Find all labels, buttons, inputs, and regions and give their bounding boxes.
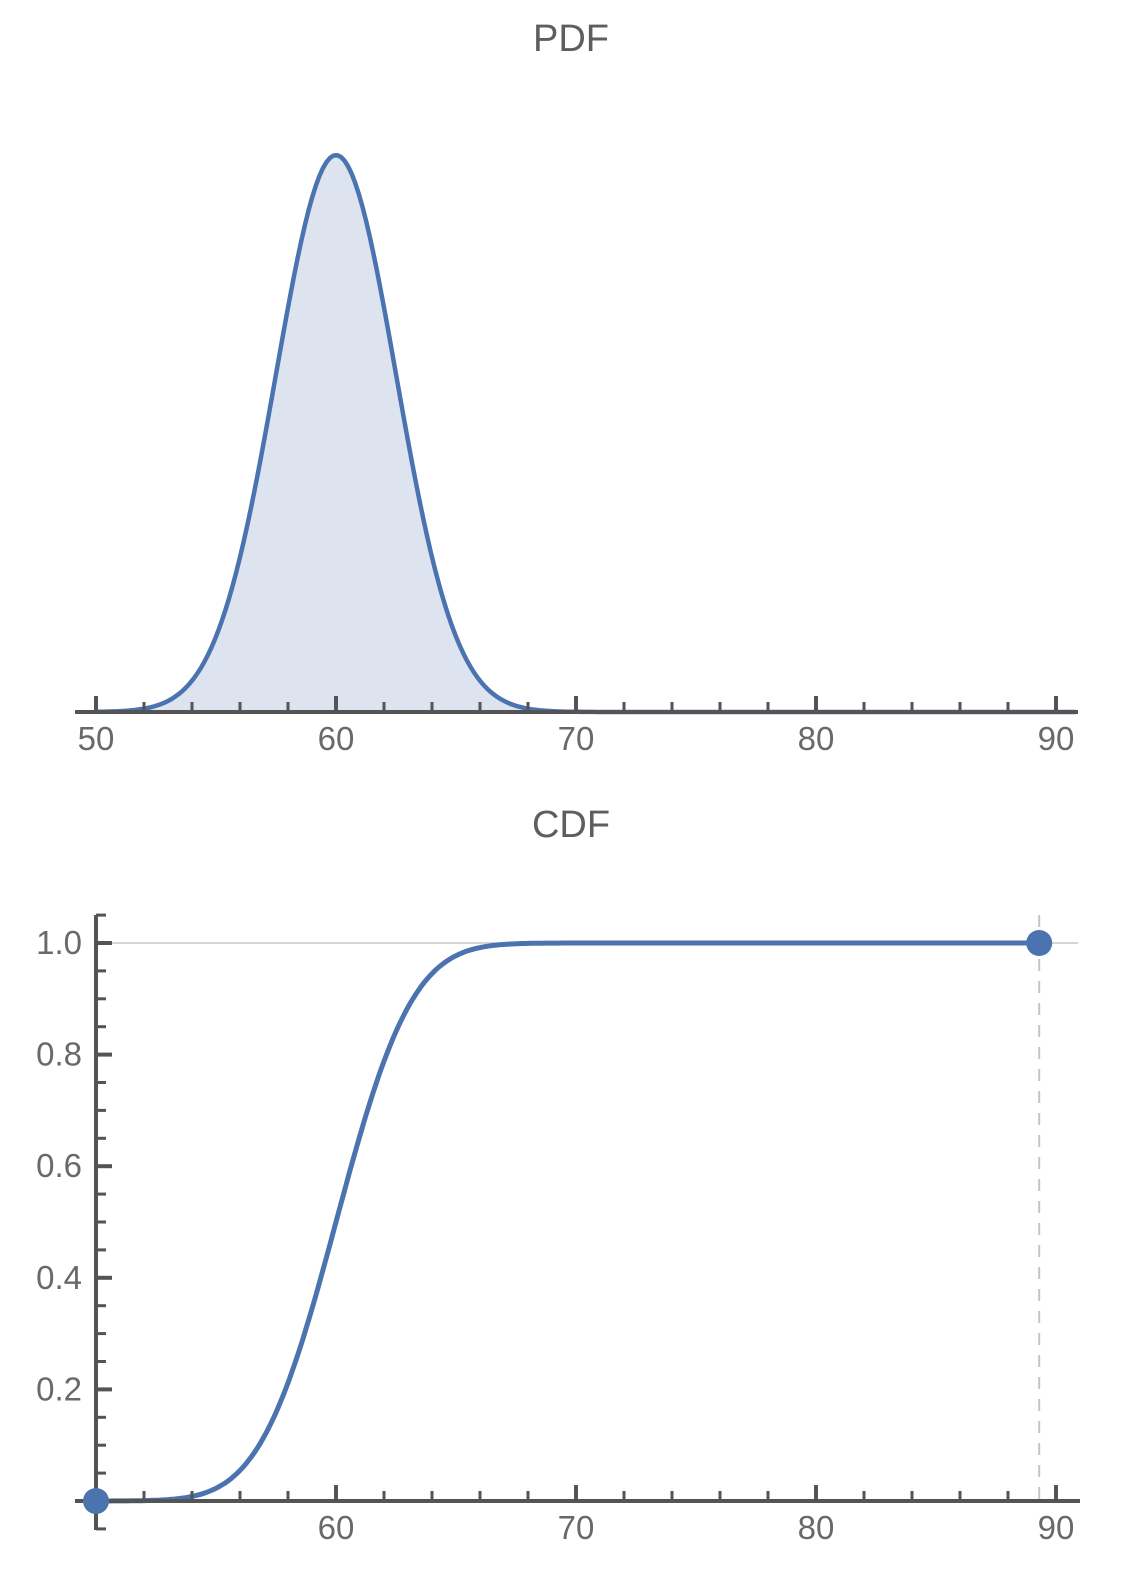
pdf-x-tick-label: 70: [558, 720, 595, 757]
cdf-y-tick-label: 0.8: [36, 1036, 82, 1073]
cdf-x-tick-label: 60: [318, 1509, 355, 1546]
pdf-x-tick-label: 50: [78, 720, 115, 757]
cdf-chart-title: CDF: [531, 804, 611, 846]
cdf-y-tick-label: 1.0: [36, 924, 82, 961]
cdf-x-tick-label: 90: [1038, 1509, 1075, 1546]
pdf-x-tick-label: 60: [318, 720, 355, 757]
cdf-y-tick-label: 0.2: [36, 1370, 82, 1407]
cdf-right-endpoint-marker: [1026, 930, 1053, 956]
pdf-plot: 50 60 70 80 90: [75, 152, 1078, 757]
cdf-y-tick-label: 0.4: [36, 1259, 82, 1296]
cdf-x-tick-label: 70: [558, 1509, 595, 1546]
cdf-left-endpoint-marker: [83, 1488, 109, 1514]
pdf-x-tick-label: 80: [798, 720, 835, 757]
cdf-curve: [93, 940, 1041, 1504]
pdf-chart-title: PDF: [533, 18, 609, 60]
pdf-x-tick-label: 90: [1038, 720, 1075, 757]
cdf-y-tick-label: 0.6: [36, 1147, 82, 1184]
cdf-x-tick-label: 80: [798, 1509, 835, 1546]
cdf-plot: 60 70 80 90 0.2 0.4 0.6 0.8 1.0: [36, 913, 1080, 1546]
pdf-area-fill: [96, 155, 1078, 712]
